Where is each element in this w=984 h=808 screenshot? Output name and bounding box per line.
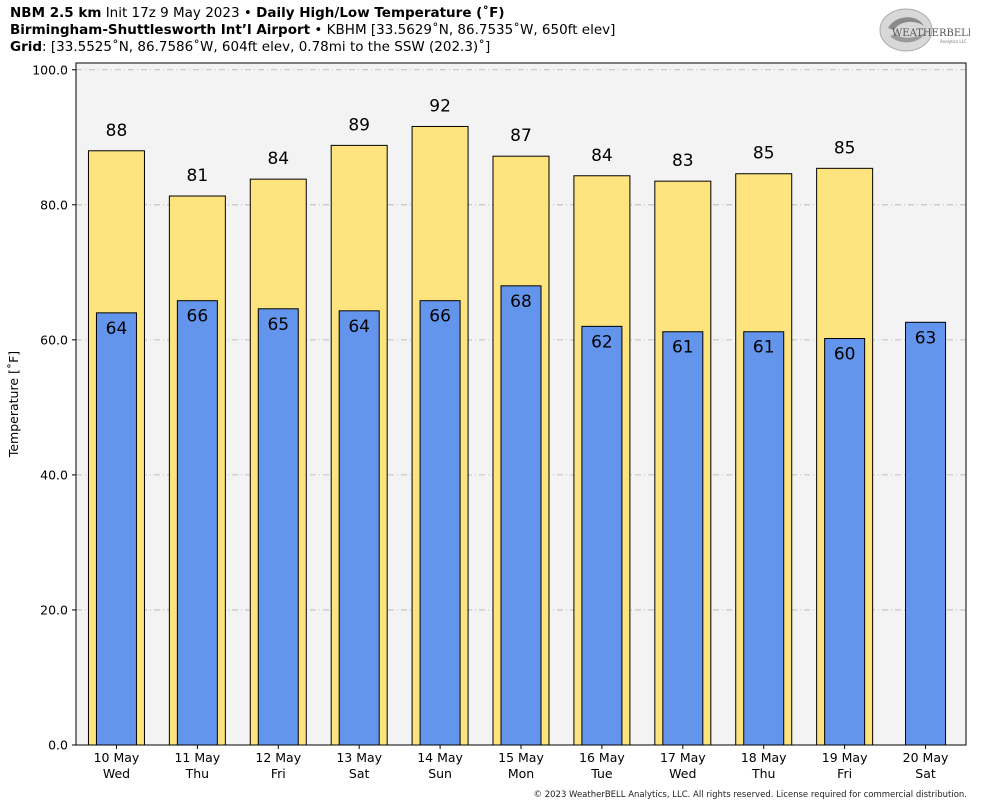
x-tick-date: 18 May xyxy=(741,750,787,765)
low-temp-label: 61 xyxy=(753,338,775,358)
x-tick-date: 16 May xyxy=(579,750,625,765)
x-tick-day: Thu xyxy=(185,766,209,781)
high-temp-label: 81 xyxy=(187,166,209,186)
x-tick-date: 13 May xyxy=(336,750,382,765)
y-tick-label: 20.0 xyxy=(40,602,68,617)
separator: • xyxy=(243,5,252,21)
low-temp-label: 63 xyxy=(915,328,937,348)
y-tick-label: 100.0 xyxy=(32,62,68,77)
low-temp-label: 64 xyxy=(348,317,370,337)
x-tick-day: Sat xyxy=(349,766,370,781)
x-tick-day: Tue xyxy=(590,766,613,781)
x-tick-date: 20 May xyxy=(903,750,949,765)
high-temp-label: 87 xyxy=(510,126,532,146)
low-temp-bar xyxy=(824,338,866,746)
swirl-logo-icon xyxy=(879,8,933,52)
low-temp-label: 62 xyxy=(591,332,613,352)
x-tick-day: Wed xyxy=(103,766,130,781)
header-line-2: Birmingham-Shuttlesworth Int’l Airport •… xyxy=(10,22,615,39)
product-title: Daily High/Low Temperature (˚F) xyxy=(256,5,505,21)
low-temp-label: 61 xyxy=(672,338,694,358)
x-tick-date: 14 May xyxy=(417,750,463,765)
low-temp-bar xyxy=(500,285,542,746)
high-temp-label: 89 xyxy=(348,115,370,135)
low-temp-bar xyxy=(905,321,947,746)
weatherbell-logo: WEATHERBELL Analytics LLC xyxy=(879,8,970,52)
header-line-1: NBM 2.5 km Init 17z 9 May 2023 • Daily H… xyxy=(10,5,615,22)
station-name: Birmingham-Shuttlesworth Int’l Airport xyxy=(10,22,311,38)
high-temp-label: 84 xyxy=(591,146,613,166)
x-tick-date: 10 May xyxy=(94,750,140,765)
low-temp-bar xyxy=(743,331,785,746)
high-temp-label: 84 xyxy=(267,149,289,169)
x-tick-day: Sat xyxy=(915,766,936,781)
low-temp-label: 68 xyxy=(510,292,532,312)
low-temp-bar xyxy=(257,308,299,746)
x-tick-day: Wed xyxy=(669,766,696,781)
x-tick-day: Mon xyxy=(508,766,534,781)
y-axis-label: Temperature [˚F] xyxy=(6,351,21,458)
low-temp-bar xyxy=(95,312,137,746)
high-temp-label: 85 xyxy=(753,144,775,164)
low-temp-bar xyxy=(176,300,218,746)
init-time: Init 17z 9 May 2023 xyxy=(105,5,240,21)
x-tick-day: Thu xyxy=(751,766,775,781)
y-axis: 0.0 20.0 40.0 60.0 80.0 100.0 xyxy=(32,62,76,753)
y-tick-label: 60.0 xyxy=(40,332,68,347)
low-temp-label: 60 xyxy=(834,345,856,365)
logo-subtext: Analytics LLC xyxy=(940,39,967,44)
high-temp-label: 92 xyxy=(429,96,451,116)
y-tick-label: 80.0 xyxy=(40,197,68,212)
copyright-notice: © 2023 WeatherBELL Analytics, LLC. All r… xyxy=(533,790,967,800)
low-temp-bar xyxy=(581,325,623,746)
low-temp-bar xyxy=(662,331,704,746)
x-tick-date: 19 May xyxy=(822,750,868,765)
station-details: KBHM [33.5629˚N, 86.7535˚W, 650ft elev] xyxy=(326,22,616,38)
low-temp-label: 66 xyxy=(187,307,209,327)
model-name: NBM 2.5 km xyxy=(10,5,102,21)
grid-label: Grid xyxy=(10,39,43,55)
x-tick-date: 17 May xyxy=(660,750,706,765)
chart-header: NBM 2.5 km Init 17z 9 May 2023 • Daily H… xyxy=(10,5,615,56)
x-tick-day: Fri xyxy=(271,766,286,781)
separator: • xyxy=(314,22,323,38)
high-temp-label: 83 xyxy=(672,151,694,171)
y-tick-label: 0.0 xyxy=(48,738,68,753)
low-temp-label: 64 xyxy=(106,319,128,339)
x-tick-day: Sun xyxy=(428,766,452,781)
high-temp-label: 88 xyxy=(106,121,128,141)
low-temp-bar xyxy=(419,300,461,746)
x-tick-date: 15 May xyxy=(498,750,544,765)
x-tick-date: 11 May xyxy=(174,750,220,765)
grid-details: : [33.5525˚N, 86.7586˚W, 604ft elev, 0.7… xyxy=(42,39,491,55)
logo-text: WEATHERBELL xyxy=(892,28,970,39)
y-tick-label: 40.0 xyxy=(40,467,68,482)
low-temp-label: 66 xyxy=(429,307,451,327)
low-temp-label: 65 xyxy=(267,315,289,335)
x-tick-date: 12 May xyxy=(255,750,301,765)
low-temp-bar xyxy=(338,310,380,746)
bars: 88 64 81 66 84 65 89 64 92 66 87 68 84 62 83 61 85 61 85 60… xyxy=(87,96,947,746)
high-temp-label: 85 xyxy=(834,138,856,158)
x-tick-day: Fri xyxy=(837,766,852,781)
header-line-3: Grid: [33.5525˚N, 86.7586˚W, 604ft elev,… xyxy=(10,39,615,56)
